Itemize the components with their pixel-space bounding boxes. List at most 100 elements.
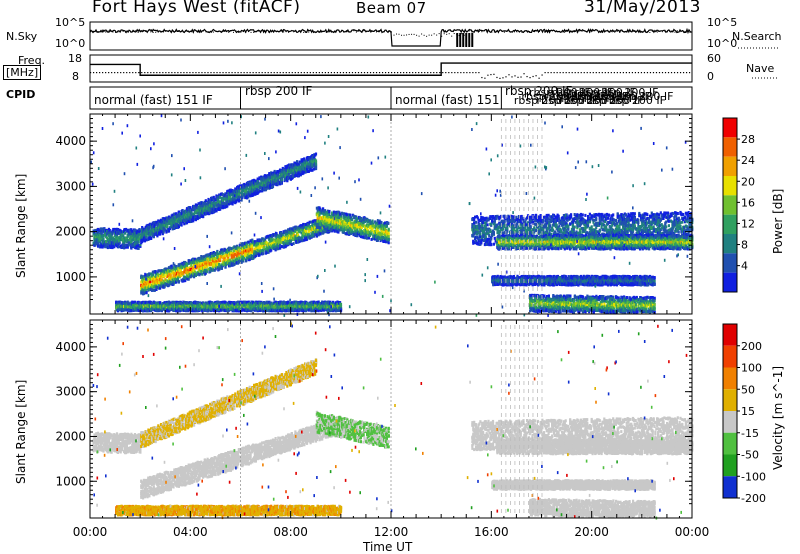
nsearch-dot: [228, 32, 229, 33]
range-cell: [178, 280, 180, 283]
nave-dot: [376, 72, 377, 73]
nsearch-dot: [494, 31, 495, 32]
nave-dot: [538, 78, 539, 79]
nsearch-dot: [411, 34, 412, 35]
nave-dot: [526, 76, 527, 77]
nave-dot: [511, 76, 512, 77]
nave-dot: [388, 72, 389, 73]
nsearch-dot: [168, 31, 169, 32]
nave-dot: [659, 72, 660, 73]
nsearch-dot: [577, 31, 578, 32]
nave-dot: [442, 72, 443, 73]
nsearch-dot: [562, 31, 563, 32]
nave-dot: [677, 72, 678, 73]
nsearch-dot: [371, 30, 372, 31]
nave-dot: [268, 72, 269, 73]
nsearch-dot: [203, 30, 204, 31]
nsearch-dot: [180, 31, 181, 32]
nave-dot: [382, 72, 383, 73]
nave-dot: [409, 72, 410, 73]
nave-dot: [156, 72, 157, 73]
nsearch-dot: [388, 31, 389, 32]
nave-dot: [391, 72, 392, 73]
nave-dot: [90, 72, 91, 73]
nsearch-dot: [381, 30, 382, 31]
nsearch-dot: [554, 30, 555, 31]
nave-dot: [198, 72, 199, 73]
nsearch-dot: [484, 30, 485, 31]
nsearch-dot: [386, 31, 387, 32]
nsearch-dot: [150, 31, 151, 32]
nsearch-dot: [306, 31, 307, 32]
nsearch-dot: [424, 35, 425, 36]
nave-dot: [478, 72, 479, 73]
nave-dot: [186, 72, 187, 73]
nsearch-dot: [246, 32, 247, 33]
nsearch-dot: [376, 31, 377, 32]
nsearch-dot: [406, 34, 407, 35]
nsearch-dot: [639, 31, 640, 32]
nave-dot: [168, 72, 169, 73]
nsearch-dot: [93, 31, 94, 32]
nsearch-dot: [318, 32, 319, 33]
nsearch-dot: [464, 35, 465, 36]
nsearch-dot: [687, 31, 688, 32]
nsearch-dot: [627, 31, 628, 32]
nsearch-dot: [208, 32, 209, 33]
nave-dot: [277, 72, 278, 73]
nsearch-dot: [135, 30, 136, 31]
nave-dot: [262, 72, 263, 73]
nsearch-dot: [552, 30, 553, 31]
nave-dot: [460, 72, 461, 73]
nsearch-dot: [233, 32, 234, 33]
nsearch-dot: [286, 31, 287, 32]
nave-dot: [129, 72, 130, 73]
nsearch-dot: [409, 34, 410, 35]
nsearch-dot: [499, 30, 500, 31]
nave-dot: [505, 76, 506, 77]
nave-dot: [563, 72, 564, 73]
nsearch-dot: [200, 32, 201, 33]
nave-dot: [253, 72, 254, 73]
nave-dot: [225, 72, 226, 73]
nsearch-dot: [213, 32, 214, 33]
nsearch-dot: [446, 34, 447, 35]
nsearch-dot: [268, 32, 269, 33]
nsearch-dot: [587, 32, 588, 33]
nave-dot: [575, 72, 576, 73]
nsearch-dot: [536, 30, 537, 31]
nsearch-dot: [278, 31, 279, 32]
nave-dot: [545, 72, 546, 73]
nave-dot: [683, 72, 684, 73]
nsearch-dot: [652, 31, 653, 32]
nsearch-dot: [288, 32, 289, 33]
nsearch-dot: [679, 30, 680, 31]
nsearch-dot: [404, 35, 405, 36]
nsearch-dot: [113, 31, 114, 32]
nsky-spike: [471, 33, 473, 47]
nave-dot: [572, 72, 573, 73]
nsearch-dot: [120, 31, 121, 32]
nave-dot: [177, 72, 178, 73]
nsearch-dot: [308, 32, 309, 33]
nsearch-dot: [373, 31, 374, 32]
nave-dot: [286, 72, 287, 73]
nave-dot: [117, 72, 118, 73]
nsearch-dot: [609, 31, 610, 32]
nsearch-dot: [659, 30, 660, 31]
nave-dot: [400, 72, 401, 73]
nave-dot: [250, 72, 251, 73]
nsearch-dot: [110, 31, 111, 32]
nsearch-dot: [170, 31, 171, 32]
nsearch-dot: [559, 31, 560, 32]
nsearch-dot: [654, 31, 655, 32]
nsearch-dot: [637, 30, 638, 31]
nsearch-dot: [617, 31, 618, 32]
nave-dot: [265, 72, 266, 73]
nave-dot: [331, 72, 332, 73]
nsearch-dot: [597, 30, 598, 31]
nave-dot: [304, 72, 305, 73]
nsearch-dot: [684, 31, 685, 32]
nave-dot: [301, 72, 302, 73]
nave-dot: [150, 72, 151, 73]
